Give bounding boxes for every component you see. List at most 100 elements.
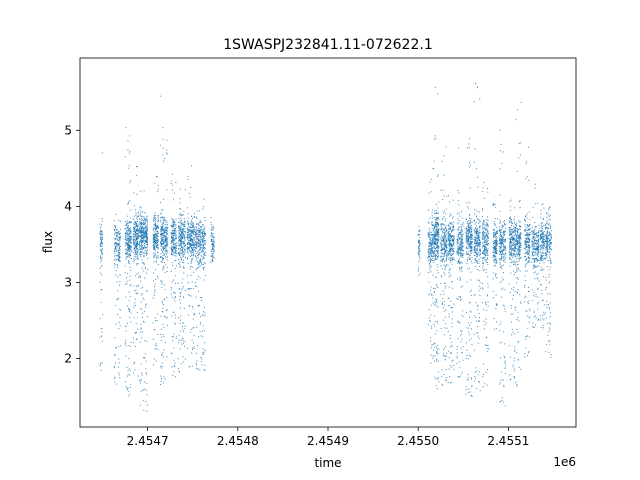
data-point bbox=[165, 341, 167, 343]
data-point bbox=[427, 221, 429, 223]
data-point bbox=[128, 234, 130, 236]
data-point bbox=[172, 173, 174, 175]
data-point bbox=[140, 227, 142, 229]
data-point bbox=[153, 280, 155, 282]
data-point bbox=[495, 260, 497, 262]
data-point bbox=[481, 208, 483, 210]
data-point bbox=[152, 297, 154, 299]
data-point bbox=[183, 307, 185, 309]
data-point bbox=[182, 237, 184, 239]
data-point bbox=[144, 247, 146, 249]
data-point bbox=[125, 232, 127, 234]
data-point bbox=[128, 229, 130, 231]
data-point bbox=[434, 258, 436, 260]
data-point bbox=[442, 319, 444, 321]
data-point bbox=[145, 401, 147, 403]
data-point bbox=[146, 253, 148, 255]
data-point bbox=[116, 281, 118, 283]
data-point bbox=[156, 237, 158, 239]
data-point bbox=[179, 299, 181, 301]
data-point bbox=[165, 249, 167, 251]
data-point bbox=[128, 260, 130, 262]
data-point bbox=[180, 249, 182, 251]
data-point bbox=[170, 293, 172, 295]
data-point bbox=[449, 235, 451, 237]
data-point bbox=[100, 235, 102, 237]
data-point bbox=[448, 224, 449, 226]
data-point bbox=[211, 251, 213, 253]
data-point bbox=[447, 264, 449, 266]
data-point bbox=[162, 216, 164, 218]
data-point bbox=[129, 386, 131, 388]
data-point bbox=[431, 249, 433, 251]
data-point bbox=[165, 235, 167, 237]
data-point bbox=[134, 247, 136, 249]
data-point bbox=[445, 265, 447, 267]
data-point bbox=[175, 218, 177, 220]
data-point bbox=[196, 360, 198, 362]
data-point bbox=[493, 261, 495, 263]
data-point bbox=[183, 252, 185, 254]
data-point bbox=[183, 254, 185, 256]
data-point bbox=[479, 250, 481, 252]
data-point bbox=[136, 264, 138, 266]
data-point bbox=[187, 246, 189, 248]
data-point bbox=[211, 229, 213, 231]
data-point bbox=[492, 251, 494, 253]
data-point bbox=[187, 238, 189, 240]
data-point bbox=[173, 240, 175, 242]
data-point bbox=[173, 311, 175, 313]
data-point bbox=[165, 317, 167, 319]
data-point bbox=[461, 270, 463, 272]
data-point bbox=[182, 254, 184, 256]
data-point bbox=[476, 241, 478, 243]
data-point bbox=[139, 379, 141, 381]
data-point bbox=[440, 265, 442, 267]
data-point bbox=[482, 222, 484, 224]
data-point bbox=[161, 233, 163, 235]
data-point bbox=[474, 293, 476, 295]
data-point bbox=[137, 292, 139, 294]
data-point bbox=[193, 239, 195, 241]
data-point bbox=[166, 149, 167, 151]
data-point bbox=[461, 285, 463, 287]
data-point bbox=[144, 220, 146, 222]
data-point bbox=[427, 256, 429, 258]
data-point bbox=[126, 253, 128, 255]
data-point bbox=[157, 233, 159, 235]
data-point bbox=[476, 228, 478, 230]
data-point bbox=[200, 233, 202, 235]
data-point bbox=[467, 322, 469, 324]
data-point bbox=[442, 223, 444, 225]
data-point bbox=[115, 235, 117, 237]
data-point bbox=[451, 360, 453, 362]
data-point bbox=[100, 236, 102, 238]
data-point bbox=[141, 219, 143, 221]
data-point bbox=[129, 263, 131, 265]
data-point bbox=[446, 255, 448, 257]
data-point bbox=[114, 244, 116, 246]
data-point bbox=[431, 253, 433, 255]
data-point bbox=[452, 224, 454, 226]
data-point bbox=[198, 227, 200, 229]
data-point bbox=[135, 222, 137, 224]
data-point bbox=[447, 231, 449, 233]
data-point bbox=[190, 251, 191, 253]
data-point bbox=[462, 250, 464, 252]
data-point bbox=[127, 140, 129, 142]
data-point bbox=[200, 236, 202, 238]
data-point bbox=[470, 311, 472, 313]
data-point bbox=[467, 229, 469, 231]
data-point bbox=[113, 263, 115, 265]
data-point bbox=[139, 214, 141, 216]
data-point bbox=[440, 260, 442, 262]
data-point bbox=[433, 160, 435, 162]
data-point bbox=[139, 248, 141, 250]
data-point bbox=[440, 224, 442, 226]
data-point bbox=[443, 224, 445, 226]
data-point bbox=[432, 259, 434, 261]
data-point bbox=[493, 247, 495, 249]
data-point bbox=[184, 236, 186, 238]
data-point bbox=[210, 232, 212, 234]
data-point bbox=[133, 230, 135, 232]
